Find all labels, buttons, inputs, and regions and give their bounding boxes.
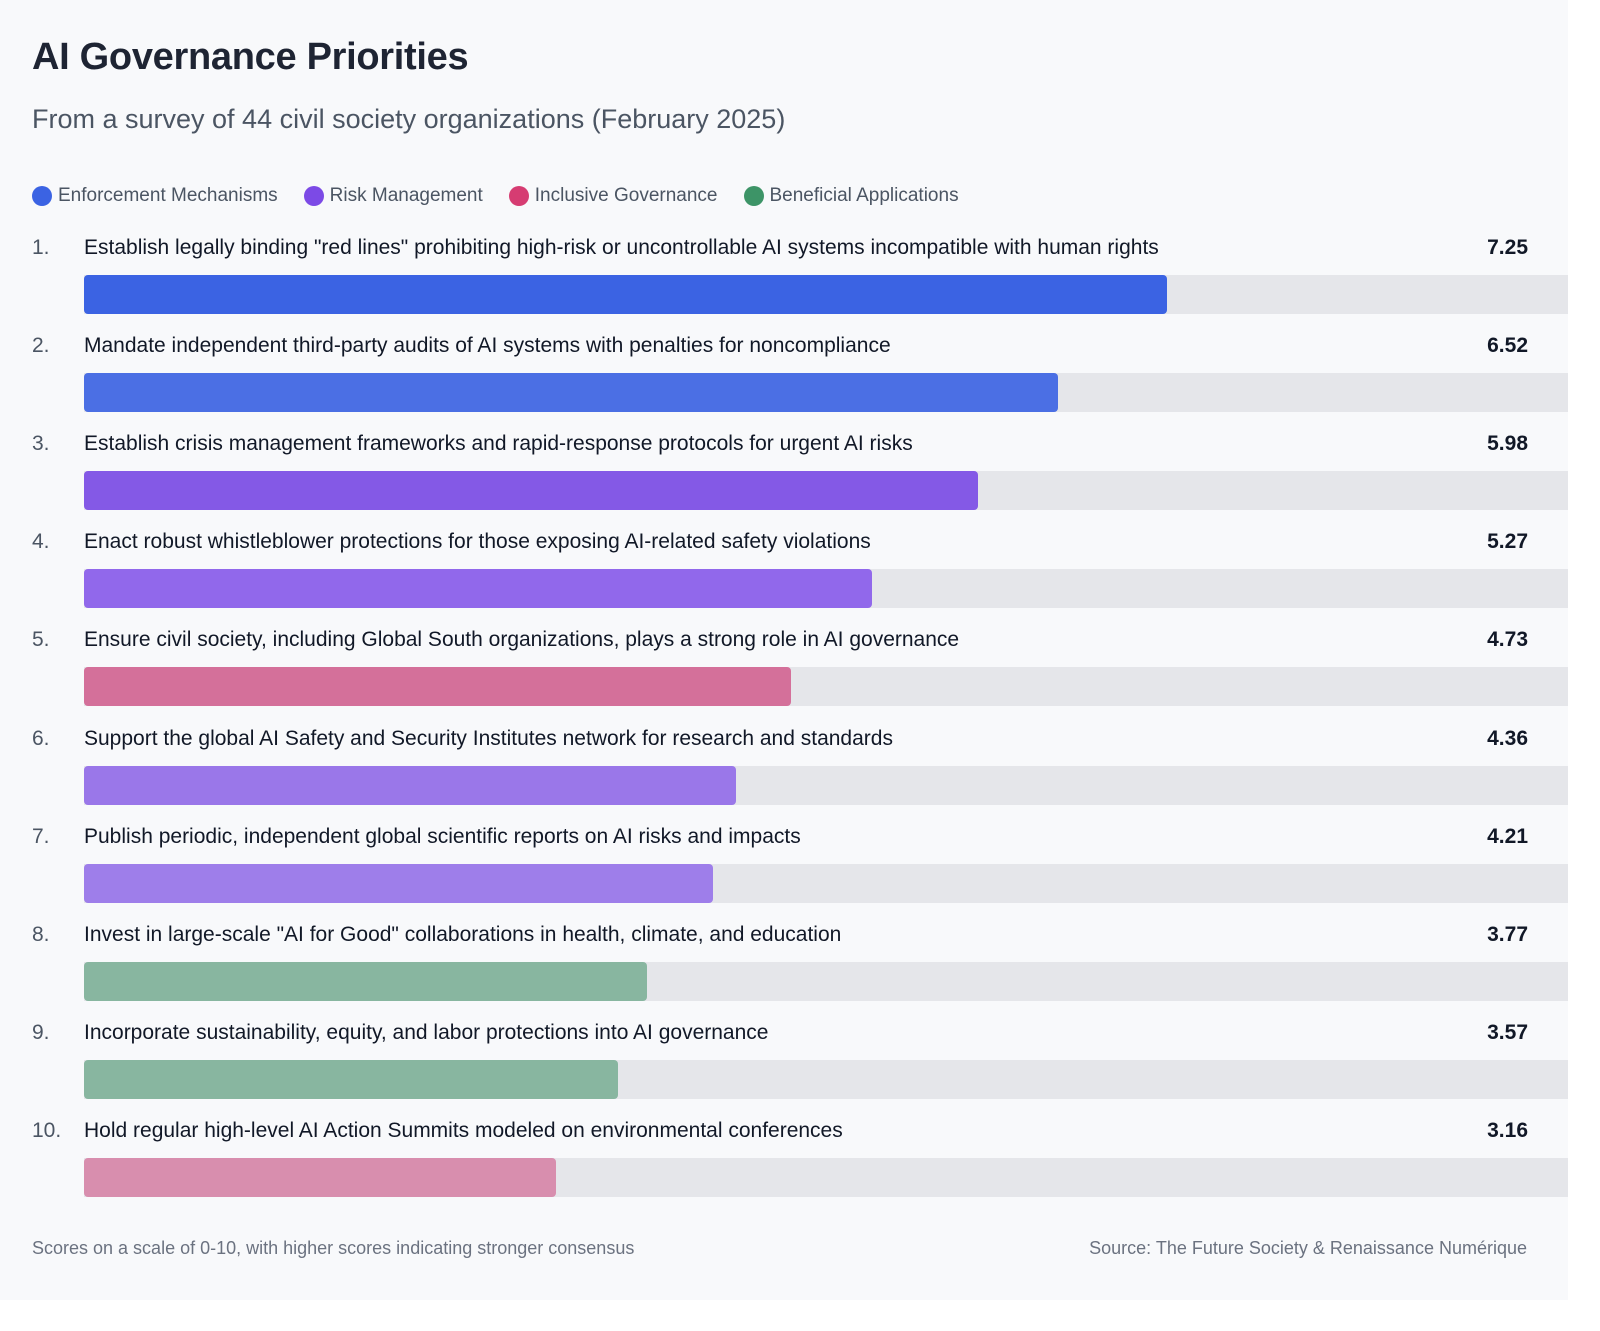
category-label: Invest in large-scale "AI for Good" coll… bbox=[84, 923, 841, 947]
bar bbox=[84, 471, 978, 510]
bar-row: 6. Support the global AI Safety and Secur… bbox=[0, 727, 1568, 807]
legend-swatch bbox=[744, 186, 764, 206]
value-label: 3.57 bbox=[1487, 1021, 1528, 1045]
rank-label: 3. bbox=[32, 432, 50, 456]
rank-label: 7. bbox=[32, 825, 50, 849]
category-label: Incorporate sustainability, equity, and … bbox=[84, 1021, 768, 1045]
category-label: Hold regular high-level AI Action Summit… bbox=[84, 1119, 843, 1143]
bar-track bbox=[84, 569, 1568, 608]
value-label: 4.73 bbox=[1487, 628, 1528, 652]
value-label: 3.77 bbox=[1487, 923, 1528, 947]
bar bbox=[84, 569, 872, 608]
legend-swatch bbox=[509, 186, 529, 206]
rank-label: 9. bbox=[32, 1021, 50, 1045]
rank-label: 10. bbox=[32, 1119, 61, 1143]
rank-label: 6. bbox=[32, 727, 50, 751]
rank-label: 5. bbox=[32, 628, 50, 652]
bar-track bbox=[84, 373, 1568, 412]
bar-row: 10. Hold regular high-level AI Action Sum… bbox=[0, 1119, 1568, 1199]
bar bbox=[84, 667, 791, 706]
bar bbox=[84, 1060, 618, 1099]
rank-label: 2. bbox=[32, 334, 50, 358]
value-label: 5.27 bbox=[1487, 530, 1528, 554]
category-label: Support the global AI Safety and Securit… bbox=[84, 727, 893, 751]
category-label: Enact robust whistleblower protections f… bbox=[84, 530, 871, 554]
legend-label: Enforcement Mechanisms bbox=[58, 185, 278, 207]
bar bbox=[84, 766, 736, 805]
bar-track bbox=[84, 1060, 1568, 1099]
value-label: 6.52 bbox=[1487, 334, 1528, 358]
chart-subtitle: From a survey of 44 civil society organi… bbox=[32, 104, 785, 135]
bar-track bbox=[84, 864, 1568, 903]
bar-track bbox=[84, 471, 1568, 510]
bar bbox=[84, 1158, 556, 1197]
legend-label: Inclusive Governance bbox=[535, 185, 718, 207]
legend: Enforcement Mechanisms Risk Management Inc… bbox=[32, 184, 985, 208]
category-label: Ensure civil society, including Global S… bbox=[84, 628, 959, 652]
category-label: Publish periodic, independent global sci… bbox=[84, 825, 801, 849]
bar-track bbox=[84, 766, 1568, 805]
bar-row: 5. Ensure civil society, including Global… bbox=[0, 628, 1568, 708]
legend-item: Beneficial Applications bbox=[744, 185, 959, 207]
value-label: 7.25 bbox=[1487, 236, 1528, 260]
bar-track bbox=[84, 667, 1568, 706]
bar-row: 7. Publish periodic, independent global s… bbox=[0, 825, 1568, 905]
bar-row: 3. Establish crisis management frameworks… bbox=[0, 432, 1568, 512]
bar-row: 1. Establish legally binding "red lines" … bbox=[0, 236, 1568, 316]
legend-label: Beneficial Applications bbox=[770, 185, 959, 207]
rank-label: 4. bbox=[32, 530, 50, 554]
legend-swatch bbox=[304, 186, 324, 206]
bar-track bbox=[84, 1158, 1568, 1197]
rank-label: 8. bbox=[32, 923, 50, 947]
bar-row: 2. Mandate independent third-party audits… bbox=[0, 334, 1568, 414]
bar bbox=[84, 962, 647, 1001]
bar-row: 8. Invest in large-scale "AI for Good" co… bbox=[0, 923, 1568, 1003]
chart-title: AI Governance Priorities bbox=[32, 36, 468, 79]
bar-track bbox=[84, 962, 1568, 1001]
legend-item: Enforcement Mechanisms bbox=[32, 185, 278, 207]
legend-swatch bbox=[32, 186, 52, 206]
category-label: Establish crisis management frameworks a… bbox=[84, 432, 913, 456]
legend-item: Risk Management bbox=[304, 185, 483, 207]
value-label: 4.21 bbox=[1487, 825, 1528, 849]
value-label: 3.16 bbox=[1487, 1119, 1528, 1143]
legend-label: Risk Management bbox=[330, 185, 483, 207]
bar-row: 4. Enact robust whistleblower protections… bbox=[0, 530, 1568, 610]
chart-card: AI Governance Priorities From a survey o… bbox=[0, 0, 1568, 1300]
footnote: Scores on a scale of 0-10, with higher s… bbox=[32, 1238, 634, 1259]
category-label: Establish legally binding "red lines" pr… bbox=[84, 236, 1159, 260]
source-note: Source: The Future Society & Renaissance… bbox=[1089, 1238, 1527, 1259]
rank-label: 1. bbox=[32, 236, 50, 260]
bar-track bbox=[84, 275, 1568, 314]
value-label: 4.36 bbox=[1487, 727, 1528, 751]
bar bbox=[84, 864, 713, 903]
legend-item: Inclusive Governance bbox=[509, 185, 718, 207]
value-label: 5.98 bbox=[1487, 432, 1528, 456]
category-label: Mandate independent third-party audits o… bbox=[84, 334, 891, 358]
bar-row: 9. Incorporate sustainability, equity, an… bbox=[0, 1021, 1568, 1101]
bar bbox=[84, 275, 1167, 314]
bar bbox=[84, 373, 1058, 412]
